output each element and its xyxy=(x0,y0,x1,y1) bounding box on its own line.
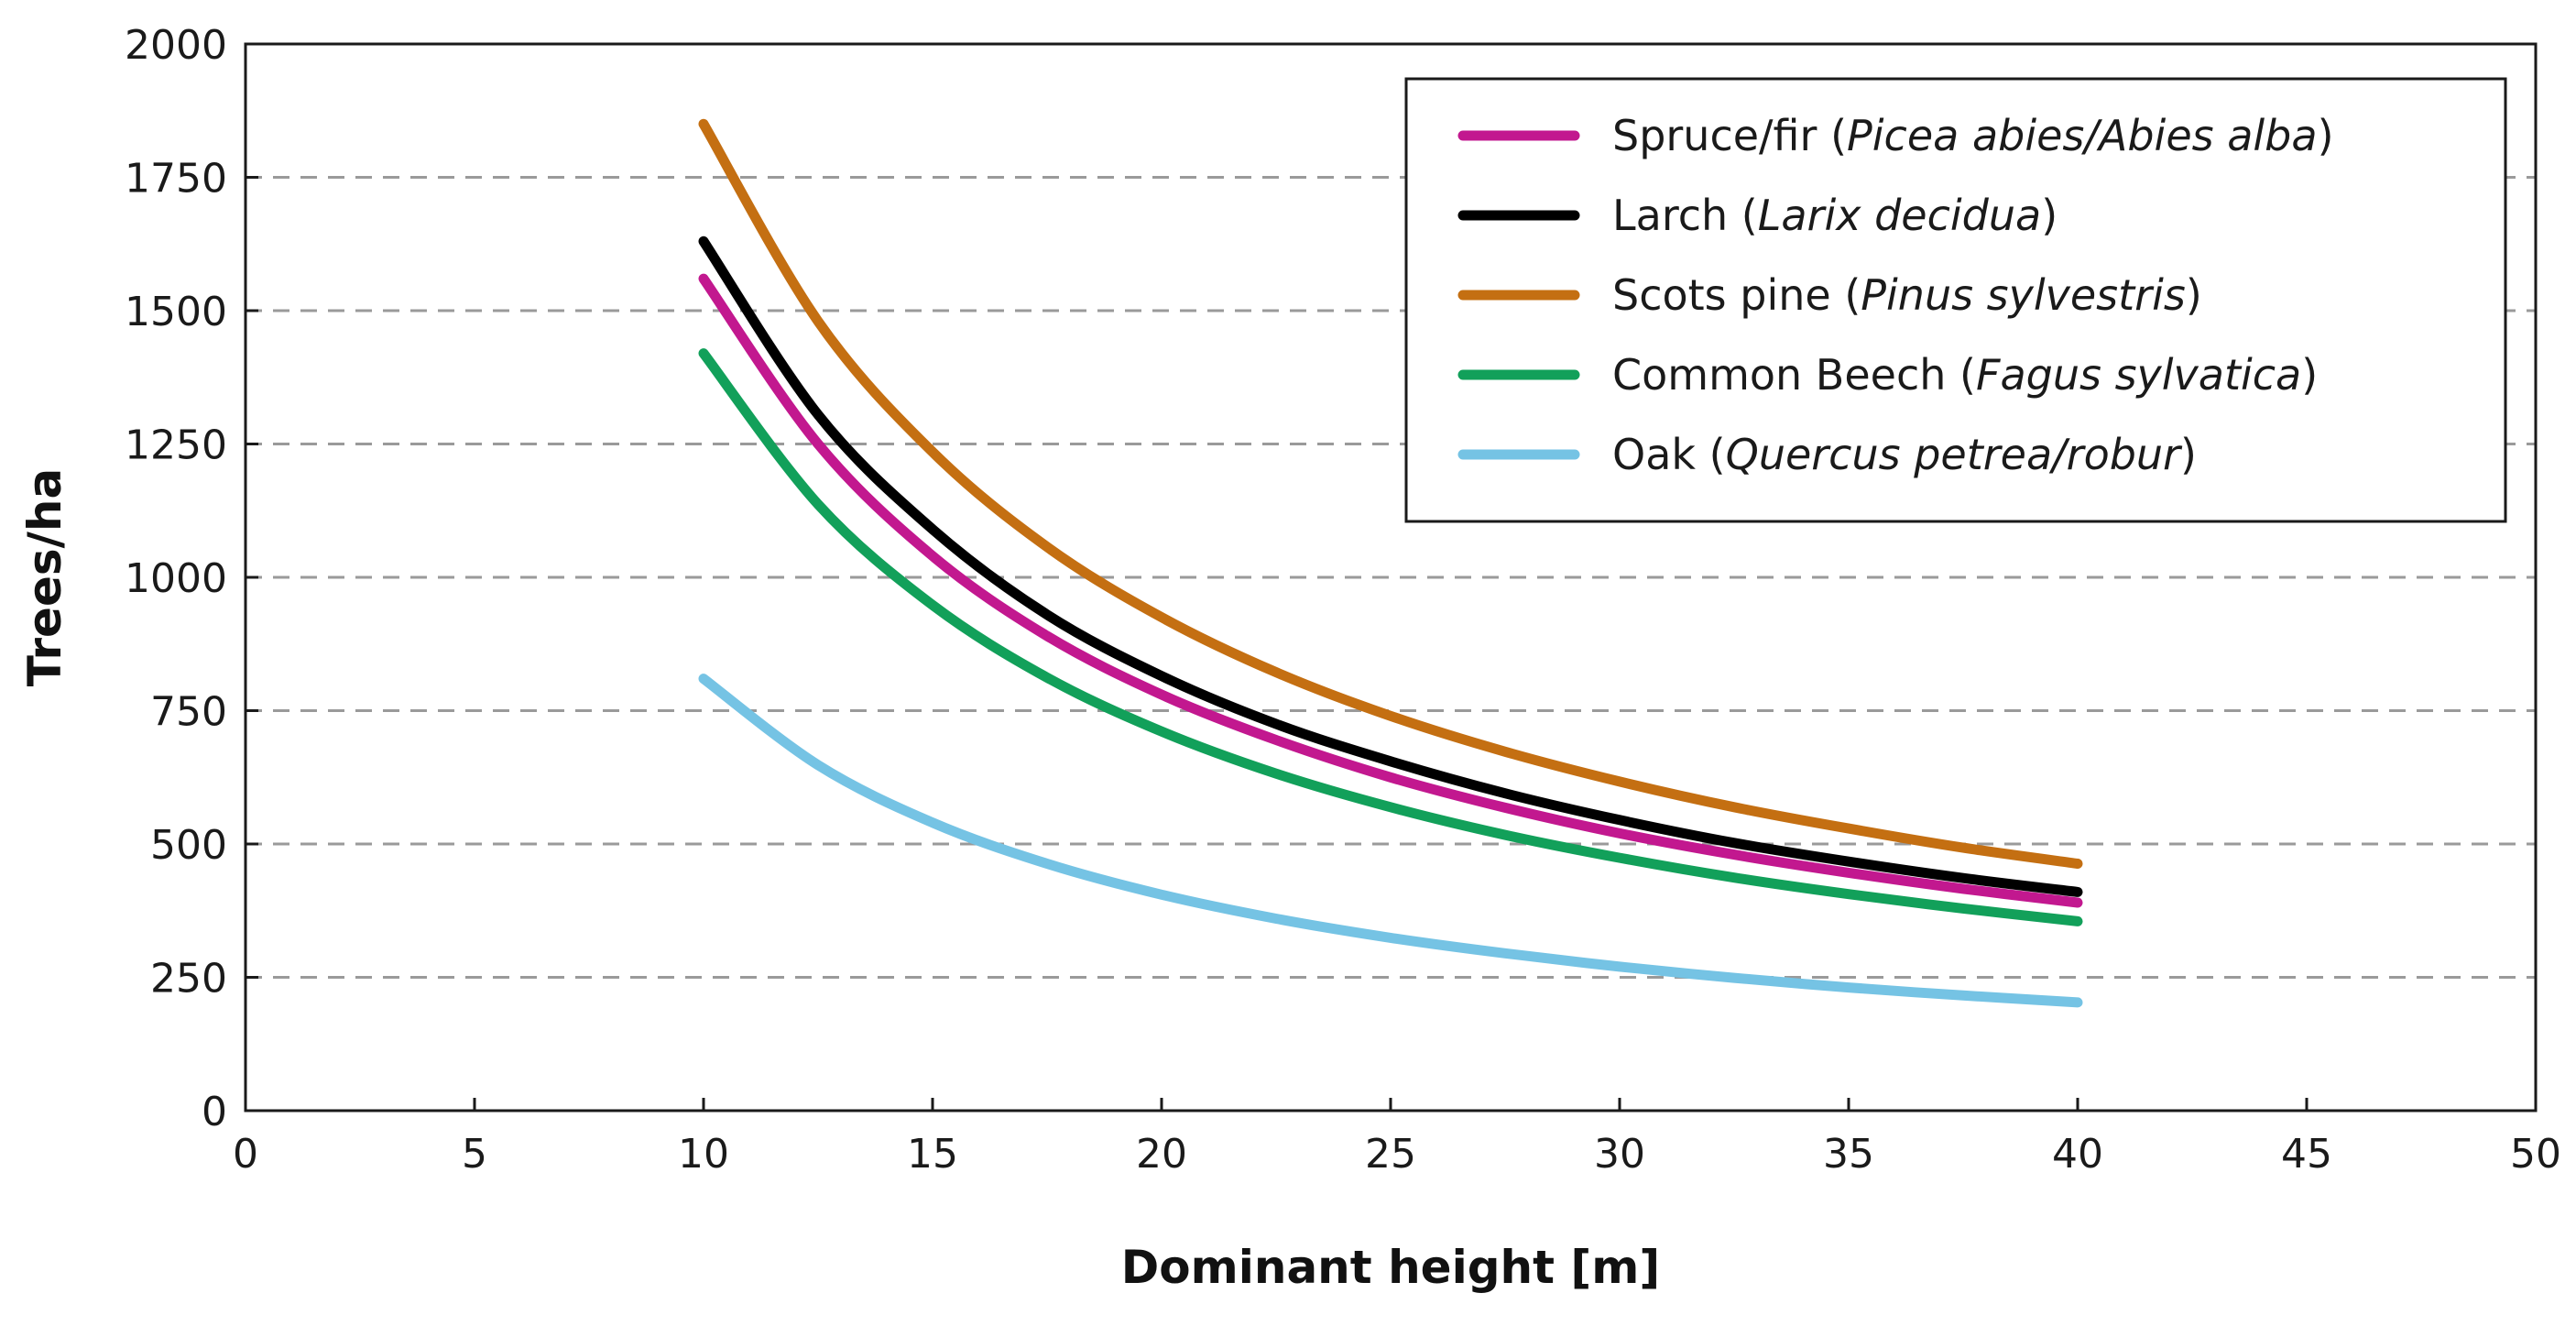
legend-common-name: Scots pine ( xyxy=(1612,270,1861,320)
x-axis-title: Dominant height [m] xyxy=(1121,1241,1660,1294)
y-tick-label: 250 xyxy=(150,956,227,1003)
x-tick-label: 50 xyxy=(2510,1131,2561,1178)
legend-close-paren: ) xyxy=(2318,111,2334,160)
y-tick-label: 750 xyxy=(150,689,227,736)
legend-common-name: Common Beech ( xyxy=(1612,350,1976,400)
legend-common-name: Oak ( xyxy=(1612,430,1726,479)
x-tick-label: 20 xyxy=(1136,1131,1187,1178)
x-tick-label: 40 xyxy=(2052,1131,2103,1178)
x-tick-label: 30 xyxy=(1594,1131,1645,1178)
x-tick-label: 0 xyxy=(233,1131,258,1178)
series-line-spruce-fir xyxy=(698,273,2083,908)
x-tick-label: 45 xyxy=(2281,1131,2332,1178)
y-tick-label: 0 xyxy=(202,1089,227,1135)
legend-label: Common Beech (Fagus sylvatica) xyxy=(1612,350,2318,400)
y-tick-label: 2000 xyxy=(125,22,227,69)
y-tick-label: 500 xyxy=(150,822,227,869)
legend: Spruce/fir (Picea abies/Abies alba)Larch… xyxy=(1404,77,2507,523)
series-lines xyxy=(698,118,2083,1008)
series-line-larch xyxy=(698,236,2083,897)
y-tick-label: 1250 xyxy=(125,422,227,469)
x-tick-label: 25 xyxy=(1365,1131,1416,1178)
series-line-common-beech xyxy=(698,348,2083,926)
legend-latin-name: Larix decidua xyxy=(1758,191,2041,240)
legend-latin-name: Pinus sylvestris xyxy=(1861,270,2186,320)
axis-ticks: 0 250 500 750 1000 1250 1500 1750 2000 0 5 10 15 20 25… xyxy=(125,22,2561,1178)
legend-box xyxy=(1404,77,2507,523)
x-tick-label: 10 xyxy=(678,1131,729,1178)
x-tick-label: 15 xyxy=(907,1131,958,1178)
legend-close-paren: ) xyxy=(2301,350,2318,400)
legend-label: Oak (Quercus petrea/robur) xyxy=(1612,430,2197,479)
x-tick-label: 35 xyxy=(1823,1131,1874,1178)
y-tick-label: 1500 xyxy=(125,289,227,335)
legend-latin-name: Quercus petrea/robur xyxy=(1726,430,2183,479)
legend-close-paren: ) xyxy=(2186,270,2202,320)
legend-common-name: Spruce/fir ( xyxy=(1612,111,1847,160)
legend-latin-name: Fagus sylvatica xyxy=(1976,350,2301,400)
legend-label: Spruce/fir (Picea abies/Abies alba) xyxy=(1612,111,2334,160)
y-tick-label: 1750 xyxy=(125,156,227,203)
legend-label: Larch (Larix decidua) xyxy=(1612,191,2058,240)
legend-label: Scots pine (Pinus sylvestris) xyxy=(1612,270,2202,320)
x-tick-label: 5 xyxy=(462,1131,487,1178)
y-axis-title: Trees/ha xyxy=(18,468,71,686)
legend-close-paren: ) xyxy=(2041,191,2058,240)
legend-latin-name: Picea abies/Abies alba xyxy=(1847,111,2318,160)
legend-close-paren: ) xyxy=(2180,430,2197,479)
series-line-oak xyxy=(698,674,2083,1008)
series-line-scots-pine xyxy=(698,118,2083,869)
legend-common-name: Larch ( xyxy=(1612,191,1758,240)
y-tick-label: 1000 xyxy=(125,555,227,602)
